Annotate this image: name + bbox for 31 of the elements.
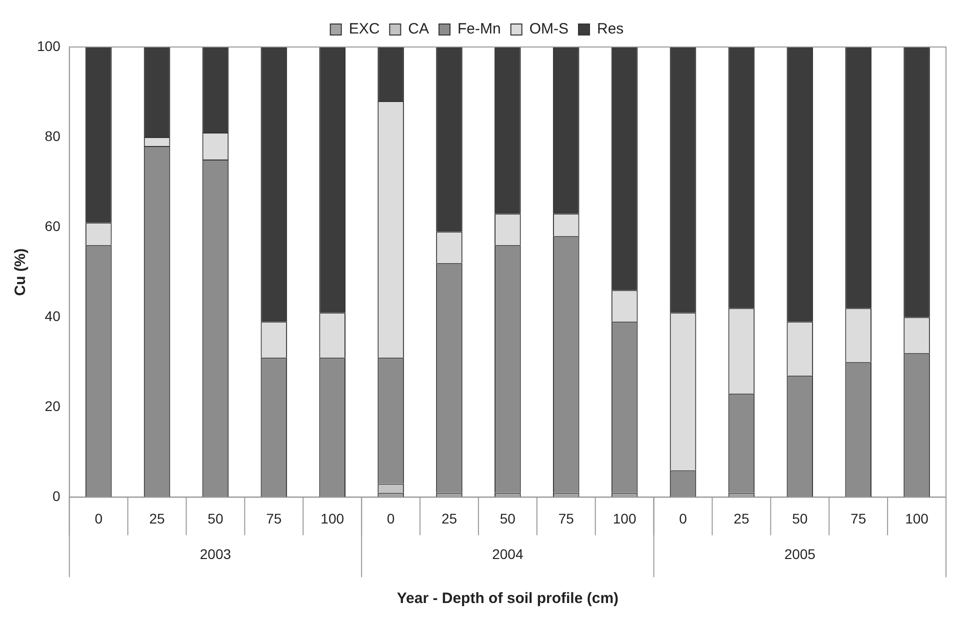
x-tick-label: 50 <box>500 510 516 526</box>
text: 2004 <box>492 546 524 562</box>
x-tick-label: 0 <box>679 510 688 526</box>
x-tick-label: 100 <box>905 510 929 526</box>
legend-label: Fe-Mn <box>458 20 501 38</box>
y-tick-label: 100 <box>37 38 61 54</box>
x-tick-label: 50 <box>792 510 808 526</box>
legend-label: OM-S <box>529 20 569 38</box>
x-tick-label: 0 <box>386 510 395 526</box>
legend-label: CA <box>408 20 430 38</box>
x-tick-label: 100 <box>320 510 344 526</box>
x-axis-title: Year - Depth of soil profile (cm) <box>396 590 619 608</box>
text: 2005 <box>784 546 816 562</box>
legend-label: Res <box>597 20 624 38</box>
y-tick-label: 20 <box>44 398 61 414</box>
y-axis-title: Cu (%) <box>12 248 30 296</box>
x-tick-label: 25 <box>734 510 750 526</box>
y-tick-label: 0 <box>52 488 61 504</box>
y-tick-label: 40 <box>44 308 61 324</box>
legend-label: EXC <box>348 20 380 38</box>
text: 2003 <box>200 546 232 562</box>
x-tick-label: 75 <box>558 510 574 526</box>
y-tick-label: 80 <box>44 128 61 144</box>
x-tick-label: 100 <box>612 510 636 526</box>
y-tick-label: 60 <box>44 218 61 234</box>
x-tick-label: 75 <box>266 510 282 526</box>
x-tick-label: 75 <box>850 510 866 526</box>
x-tick-label: 25 <box>149 510 166 526</box>
x-tick-label: 25 <box>441 510 458 526</box>
x-tick-label: 50 <box>208 510 224 526</box>
x-tick-label: 0 <box>94 510 103 526</box>
